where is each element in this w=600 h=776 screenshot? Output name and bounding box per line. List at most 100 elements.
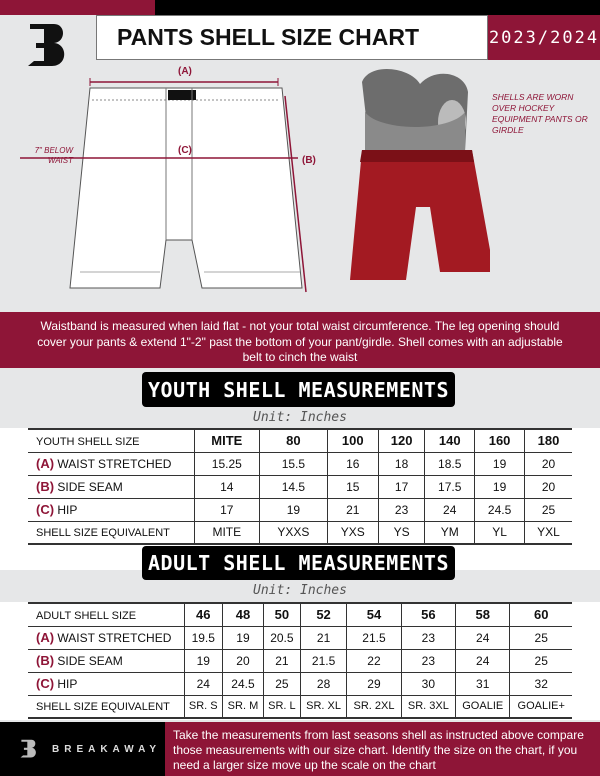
cell-value: GOALIE+ [509,694,572,719]
cell-value: 28 [299,671,348,696]
row-label: (A) WAIST STRETCHED [28,451,195,476]
cell-value: 21 [326,497,379,522]
cell-value: YXXS [259,520,328,545]
cell-value: SR. M [222,694,264,719]
cell-value: SR. 3XL [400,694,457,719]
measure-letter: (C) [36,502,55,517]
below-waist-note: 7" BELOW WAIST [34,146,73,165]
cell-value: 14.5 [259,474,328,499]
cell-value: 100 [326,428,379,453]
cell-value: 23 [377,497,426,522]
cell-value: 20 [524,451,572,476]
row-label: (B) SIDE SEAM [28,474,195,499]
label-text: SIDE SEAM [57,480,123,494]
adult-unit: Unit: Inches [253,583,347,598]
cell-value: 160 [474,428,525,453]
cell-value: 18 [377,451,426,476]
cell-value: SR. S [183,694,224,719]
table-row: (C) HIP 17 19 21 23 24 24.5 25 [28,497,572,522]
top-bar [155,0,600,15]
season-badge: 2023/2024 [488,15,600,60]
label-text: WAIST STRETCHED [57,631,172,645]
cell-value: YS [377,520,426,545]
cell-value: 31 [455,671,511,696]
cell-value: 46 [183,602,224,627]
cell-value: 17 [193,497,261,522]
row-label: SHELL SIZE EQUIVALENT [28,694,185,719]
cell-value: 17 [377,474,426,499]
cell-value: 14 [193,474,261,499]
cell-value: 24 [424,497,476,522]
youth-unit: Unit: Inches [253,410,347,425]
label-text: WAIST STRETCHED [57,457,172,471]
measure-letter: (A) [36,630,55,645]
label-c: (C) [178,145,192,156]
label-a: (A) [178,66,192,77]
cell-value: 19 [222,625,264,650]
cell-value: YXS [326,520,379,545]
measure-letter: (B) [36,653,55,668]
pants-diagram [20,78,307,293]
adult-size-table: ADULT SHELL SIZE 46 48 50 52 54 56 58 60 (A) WAIS… [28,602,572,719]
table-row: (A) WAIST STRETCHED 15.25 15.5 16 18 18.5 19 20 [28,451,572,476]
cell-value: YM [424,520,476,545]
label-text: SHELL SIZE EQUIVALENT [36,701,170,714]
label-text: HIP [57,503,78,517]
cell-value: 25 [509,625,572,650]
cell-value: 21 [262,648,301,673]
cell-value: 25 [524,497,572,522]
cell-value: 19 [259,497,328,522]
table-row: (B) SIDE SEAM 14 14.5 15 17 17.5 19 20 [28,474,572,499]
cell-value: MITE [193,428,261,453]
cell-value: 20 [524,474,572,499]
measure-letter: (B) [36,479,55,494]
measuring-instructions: Waistband is measured when laid flat - n… [0,312,600,368]
cell-value: 20.5 [262,625,301,650]
cell-value: 23 [400,625,457,650]
cell-value: 24 [455,648,511,673]
top-bar-accent [0,0,155,15]
youth-size-table: YOUTH SHELL SIZE MITE 80 100 120 140 160 180 (A)… [28,428,572,545]
table-row: (C) HIP 24 24.5 25 28 29 30 31 32 [28,671,572,696]
cell-value: 32 [509,671,572,696]
cell-value: 20 [222,648,264,673]
table-row: SHELL SIZE EQUIVALENT MITE YXXS YXS YS YM YL YX… [28,520,572,545]
cell-value: 120 [377,428,426,453]
row-label: (A) WAIST STRETCHED [28,625,185,650]
cell-value: 21.5 [346,625,402,650]
cell-value: 18.5 [424,451,476,476]
row-label: ADULT SHELL SIZE [28,602,185,627]
brand-name: BREAKAWAY [52,743,162,755]
label-text: YOUTH SHELL SIZE [36,436,140,449]
table-row: YOUTH SHELL SIZE MITE 80 100 120 140 160 180 [28,428,572,453]
cell-value: 50 [262,602,301,627]
photo-note: SHELLS ARE WORN OVER HOCKEY EQUIPMENT PA… [492,92,588,135]
label-b: (B) [302,155,316,166]
cell-value: 15.5 [259,451,328,476]
cell-value: 180 [524,428,572,453]
cell-value: 23 [400,648,457,673]
table-row: (B) SIDE SEAM 19 20 21 21.5 22 23 24 25 [28,648,572,673]
cell-value: 24.5 [222,671,264,696]
cell-value: MITE [193,520,261,545]
youth-section-title: YOUTH SHELL MEASUREMENTS [142,372,455,407]
cell-value: 80 [259,428,328,453]
label-text: SHELL SIZE EQUIVALENT [36,527,170,540]
page-title: PANTS SHELL SIZE CHART [96,15,488,60]
brand-logo-small [20,739,36,758]
table-row: (A) WAIST STRETCHED 19.5 19 20.5 21 21.5 23 24 2… [28,625,572,650]
cell-value: 25 [262,671,301,696]
label-text: ADULT SHELL SIZE [36,610,137,623]
cell-value: YXL [524,520,572,545]
cell-value: 24.5 [474,497,525,522]
row-label: SHELL SIZE EQUIVALENT [28,520,195,545]
cell-value: 19 [474,474,525,499]
cell-value: 30 [400,671,457,696]
cell-value: 19 [474,451,525,476]
cell-value: 19 [183,648,224,673]
cell-value: 56 [400,602,457,627]
cell-value: 60 [509,602,572,627]
table-row: SHELL SIZE EQUIVALENT SR. S SR. M SR. L SR. … [28,694,572,719]
cell-value: YL [474,520,525,545]
row-label: (B) SIDE SEAM [28,648,185,673]
